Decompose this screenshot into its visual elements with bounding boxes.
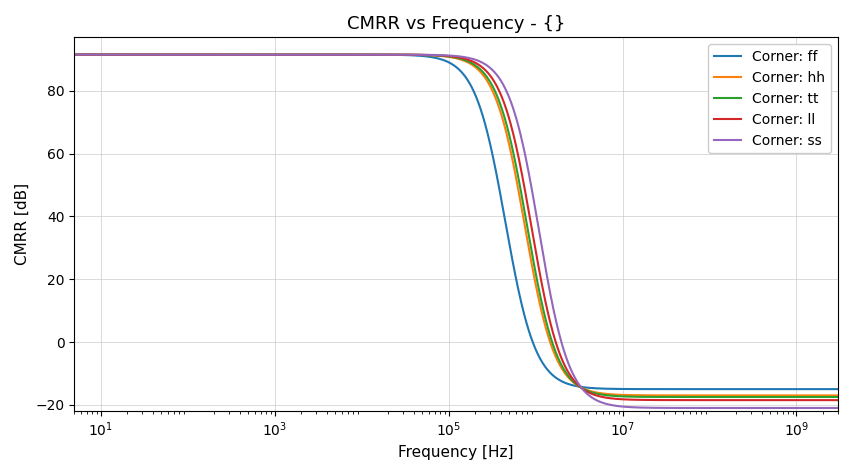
Line: Corner: ff: Corner: ff (74, 55, 837, 389)
Corner: ff: (166, 91.5): ff: (166, 91.5) (201, 52, 211, 57)
Corner: ll: (1.16e+04, 91.5): ll: (1.16e+04, 91.5) (361, 52, 371, 57)
Corner: tt: (2.29e+08, -17.5): tt: (2.29e+08, -17.5) (734, 394, 745, 400)
Corner: hh: (50.1, 91.5): hh: (50.1, 91.5) (156, 52, 166, 57)
Corner: hh: (2.79e+04, 91.5): hh: (2.79e+04, 91.5) (394, 52, 405, 57)
Corner: ff: (2.02e+09, -15): ff: (2.02e+09, -15) (817, 386, 827, 392)
Corner: ff: (2.79e+04, 91.4): ff: (2.79e+04, 91.4) (394, 52, 405, 58)
Corner: ll: (50.1, 91.5): ll: (50.1, 91.5) (156, 52, 166, 57)
Corner: tt: (5, 91.5): tt: (5, 91.5) (69, 52, 79, 57)
Legend: Corner: ff, Corner: hh, Corner: tt, Corner: ll, Corner: ss: Corner: ff, Corner: hh, Corner: tt, Corn… (707, 44, 830, 153)
Corner: tt: (2.02e+09, -17.5): tt: (2.02e+09, -17.5) (817, 394, 827, 400)
Corner: ss: (2.79e+04, 91.5): ss: (2.79e+04, 91.5) (394, 52, 405, 57)
Corner: ff: (50.1, 91.5): ff: (50.1, 91.5) (156, 52, 166, 57)
Corner: ff: (5, 91.5): ff: (5, 91.5) (69, 52, 79, 57)
Corner: hh: (1.16e+04, 91.5): hh: (1.16e+04, 91.5) (361, 52, 371, 57)
Corner: ll: (2.79e+04, 91.5): ll: (2.79e+04, 91.5) (394, 52, 405, 57)
Corner: ss: (2.02e+09, -21): ss: (2.02e+09, -21) (817, 405, 827, 411)
Y-axis label: CMRR [dB]: CMRR [dB] (15, 183, 30, 266)
Corner: ff: (3e+09, -15): ff: (3e+09, -15) (832, 386, 842, 392)
Corner: ss: (3e+09, -21): ss: (3e+09, -21) (832, 405, 842, 411)
Corner: ll: (5, 91.5): ll: (5, 91.5) (69, 52, 79, 57)
Corner: ss: (166, 91.5): ss: (166, 91.5) (201, 52, 211, 57)
Corner: ll: (3e+09, -18.5): ll: (3e+09, -18.5) (832, 397, 842, 403)
Corner: tt: (50.1, 91.5): tt: (50.1, 91.5) (156, 52, 166, 57)
Corner: hh: (166, 91.5): hh: (166, 91.5) (201, 52, 211, 57)
Corner: hh: (2.29e+08, -17): hh: (2.29e+08, -17) (734, 392, 745, 398)
Line: Corner: hh: Corner: hh (74, 55, 837, 395)
Corner: ff: (1.16e+04, 91.5): ff: (1.16e+04, 91.5) (361, 52, 371, 57)
Corner: ss: (5, 91.5): ss: (5, 91.5) (69, 52, 79, 57)
Corner: hh: (2.02e+09, -17): hh: (2.02e+09, -17) (817, 392, 827, 398)
Corner: ll: (166, 91.5): ll: (166, 91.5) (201, 52, 211, 57)
Corner: ff: (2.29e+08, -15): ff: (2.29e+08, -15) (734, 386, 745, 392)
Corner: ss: (2.29e+08, -21): ss: (2.29e+08, -21) (734, 405, 745, 411)
Corner: tt: (1.16e+04, 91.5): tt: (1.16e+04, 91.5) (361, 52, 371, 57)
Corner: ss: (1.16e+04, 91.5): ss: (1.16e+04, 91.5) (361, 52, 371, 57)
X-axis label: Frequency [Hz]: Frequency [Hz] (398, 445, 514, 460)
Corner: tt: (2.79e+04, 91.5): tt: (2.79e+04, 91.5) (394, 52, 405, 57)
Corner: ss: (50.1, 91.5): ss: (50.1, 91.5) (156, 52, 166, 57)
Corner: hh: (5, 91.5): hh: (5, 91.5) (69, 52, 79, 57)
Title: CMRR vs Frequency - {}: CMRR vs Frequency - {} (347, 15, 565, 33)
Corner: tt: (3e+09, -17.5): tt: (3e+09, -17.5) (832, 394, 842, 400)
Line: Corner: ll: Corner: ll (74, 55, 837, 400)
Line: Corner: tt: Corner: tt (74, 55, 837, 397)
Corner: ll: (2.29e+08, -18.5): ll: (2.29e+08, -18.5) (734, 397, 745, 403)
Line: Corner: ss: Corner: ss (74, 55, 837, 408)
Corner: hh: (3e+09, -17): hh: (3e+09, -17) (832, 392, 842, 398)
Corner: ll: (2.02e+09, -18.5): ll: (2.02e+09, -18.5) (817, 397, 827, 403)
Corner: tt: (166, 91.5): tt: (166, 91.5) (201, 52, 211, 57)
